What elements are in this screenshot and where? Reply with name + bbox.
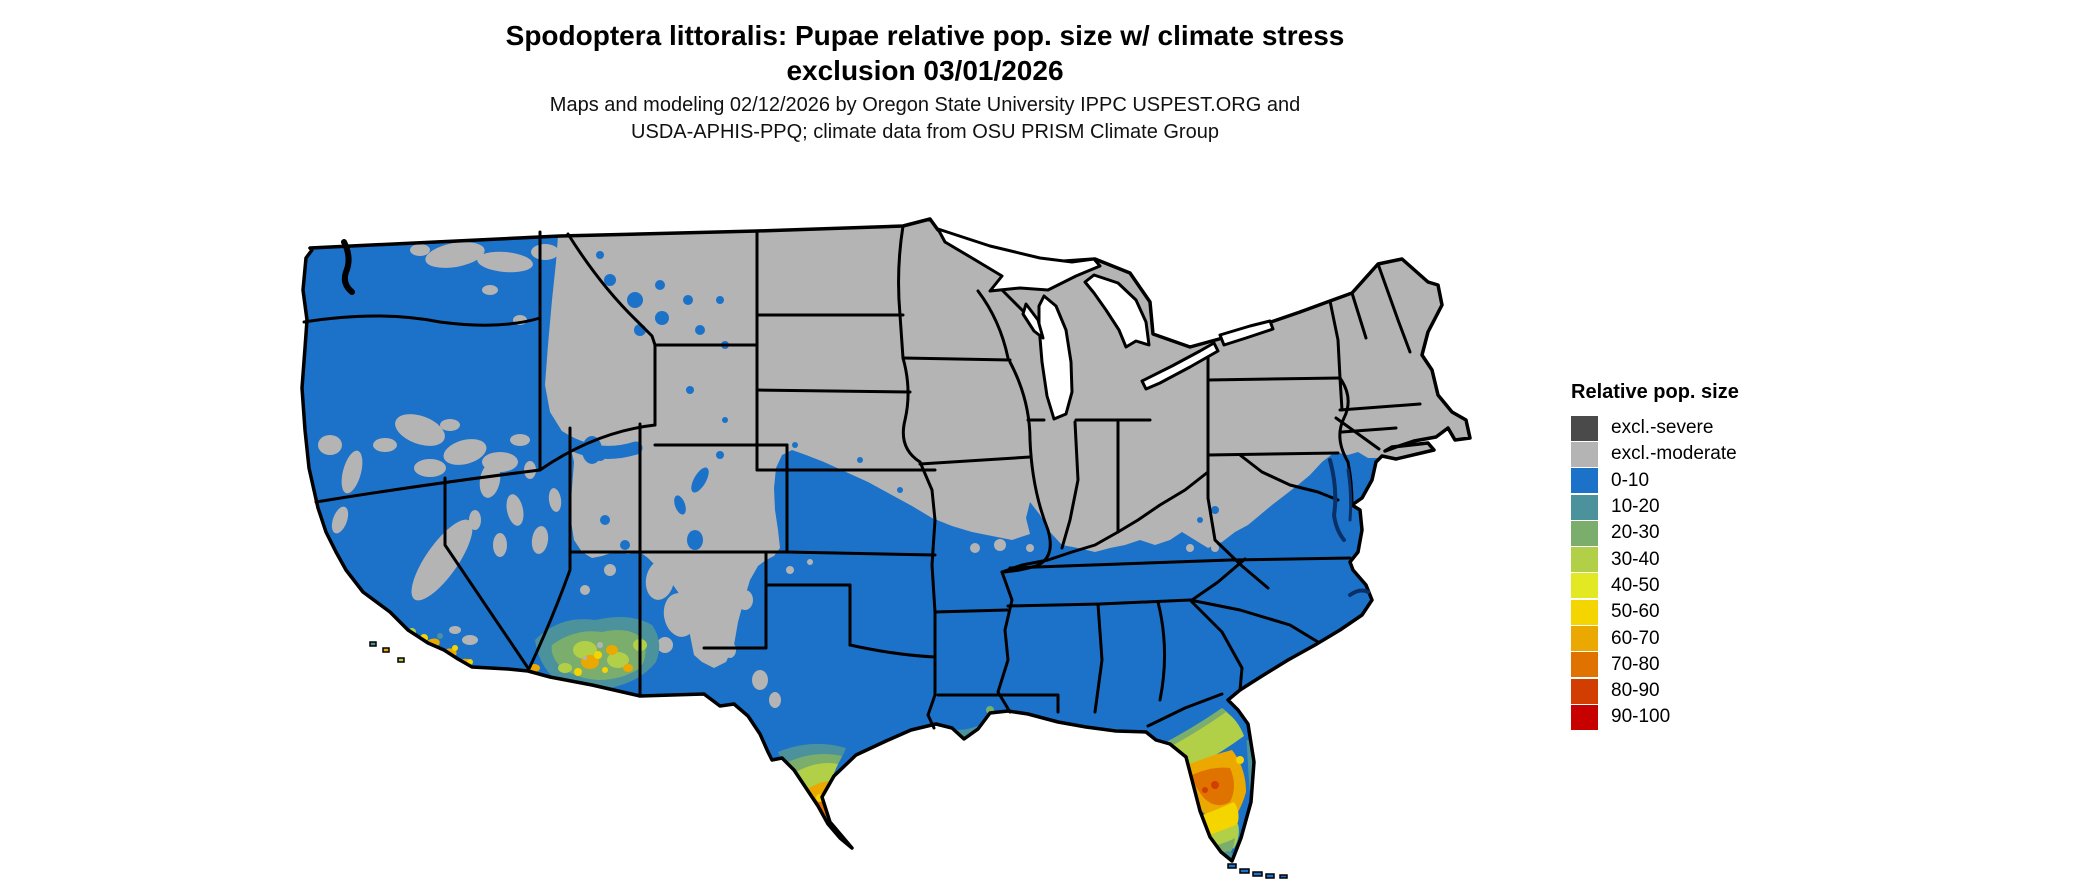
fl-gold-speck <box>1236 756 1244 764</box>
map-title-line1: Spodoptera littoralis: Pupae relative po… <box>505 20 1345 51</box>
legend-label: 90-100 <box>1611 706 1671 728</box>
coastal-water-detail <box>341 239 1370 597</box>
legend-label: excl.-moderate <box>1611 443 1737 465</box>
lake-ontario <box>1218 319 1275 347</box>
legend-label: 10-20 <box>1611 496 1660 518</box>
legend-label: 60-70 <box>1611 627 1660 649</box>
legend-row: 70-80 <box>1571 652 1739 678</box>
legend-swatch-30-40 <box>1571 547 1598 573</box>
delmarva-water <box>1346 468 1353 522</box>
legend-row: 0-10 <box>1571 468 1739 494</box>
snake-river-plain <box>545 425 643 459</box>
az-orange-patches <box>528 645 633 672</box>
legend-swatch-20-30 <box>1571 520 1598 546</box>
az-yellowgreen-patches <box>558 639 647 673</box>
legend-swatch-60-70 <box>1571 626 1598 652</box>
legend-row: 30-40 <box>1571 546 1739 573</box>
legend-swatch-40-50 <box>1571 573 1598 599</box>
legend-label: 40-50 <box>1611 574 1660 596</box>
legend-swatch-70-80 <box>1571 652 1598 678</box>
legend: Relative pop. size excl.-severe excl.-mo… <box>1571 381 1739 731</box>
legend-row: 20-30 <box>1571 520 1739 546</box>
legend-label: 70-80 <box>1611 653 1660 675</box>
map-title: Spodoptera littoralis: Pupae relative po… <box>240 18 1610 88</box>
legend-label: 0-10 <box>1611 469 1650 491</box>
legend-row: 80-90 <box>1571 678 1739 704</box>
puget-sound <box>341 239 355 295</box>
map-subtitle-line1: Maps and modeling 02/12/2026 by Oregon S… <box>549 94 1301 116</box>
gray-mountain-patches <box>318 242 1283 708</box>
legend-row: 50-60 <box>1571 599 1739 625</box>
legend-row: 60-70 <box>1571 625 1739 652</box>
legend-swatch-0-10 <box>1571 468 1598 494</box>
legend-row: excl.-severe <box>1571 415 1739 441</box>
map-subtitle-line2: USDA-APHIS-PPQ; climate data from OSU PR… <box>631 121 1219 143</box>
legend-swatch-excl-moderate <box>1571 441 1598 467</box>
legend-swatch-80-90 <box>1571 678 1598 704</box>
legend-swatch-excl-severe <box>1571 415 1598 441</box>
legend-swatch-50-60 <box>1571 599 1598 625</box>
legend-label: 50-60 <box>1611 601 1660 623</box>
nc-sounds <box>1348 588 1370 597</box>
green-bay <box>1021 302 1045 340</box>
legend-label: 30-40 <box>1611 548 1660 570</box>
florida-keys <box>1227 863 1288 879</box>
legend-row: 10-20 <box>1571 494 1739 520</box>
islands <box>369 641 1288 879</box>
lake-superior <box>936 227 1102 293</box>
legend-label: 20-30 <box>1611 522 1660 544</box>
legend-swatch-10-20 <box>1571 494 1598 520</box>
map-title-line2: exclusion 03/01/2026 <box>786 55 1064 86</box>
channel-islands <box>369 641 405 663</box>
legend-label: excl.-severe <box>1611 417 1714 439</box>
az-gray-specks <box>583 642 603 660</box>
great-lakes <box>936 227 1275 421</box>
fl-red-specks <box>1202 781 1219 793</box>
lake-huron <box>1083 273 1151 349</box>
legend-label: 80-90 <box>1611 680 1660 702</box>
legend-swatch-90-100 <box>1571 704 1598 730</box>
fl-green-band <box>1155 708 1230 754</box>
chesapeake-bay <box>1328 458 1346 542</box>
lake-erie <box>1140 341 1220 391</box>
fl-gold-band <box>1200 802 1239 836</box>
az-gold-specks <box>574 651 608 676</box>
state-borders <box>302 224 1422 730</box>
legend-title: Relative pop. size <box>1571 381 1739 403</box>
legend-row: 90-100 <box>1571 704 1739 730</box>
map-subtitle: Maps and modeling 02/12/2026 by Oregon S… <box>240 92 1610 146</box>
legend-row: excl.-moderate <box>1571 441 1739 467</box>
legend-row: 40-50 <box>1571 573 1739 599</box>
